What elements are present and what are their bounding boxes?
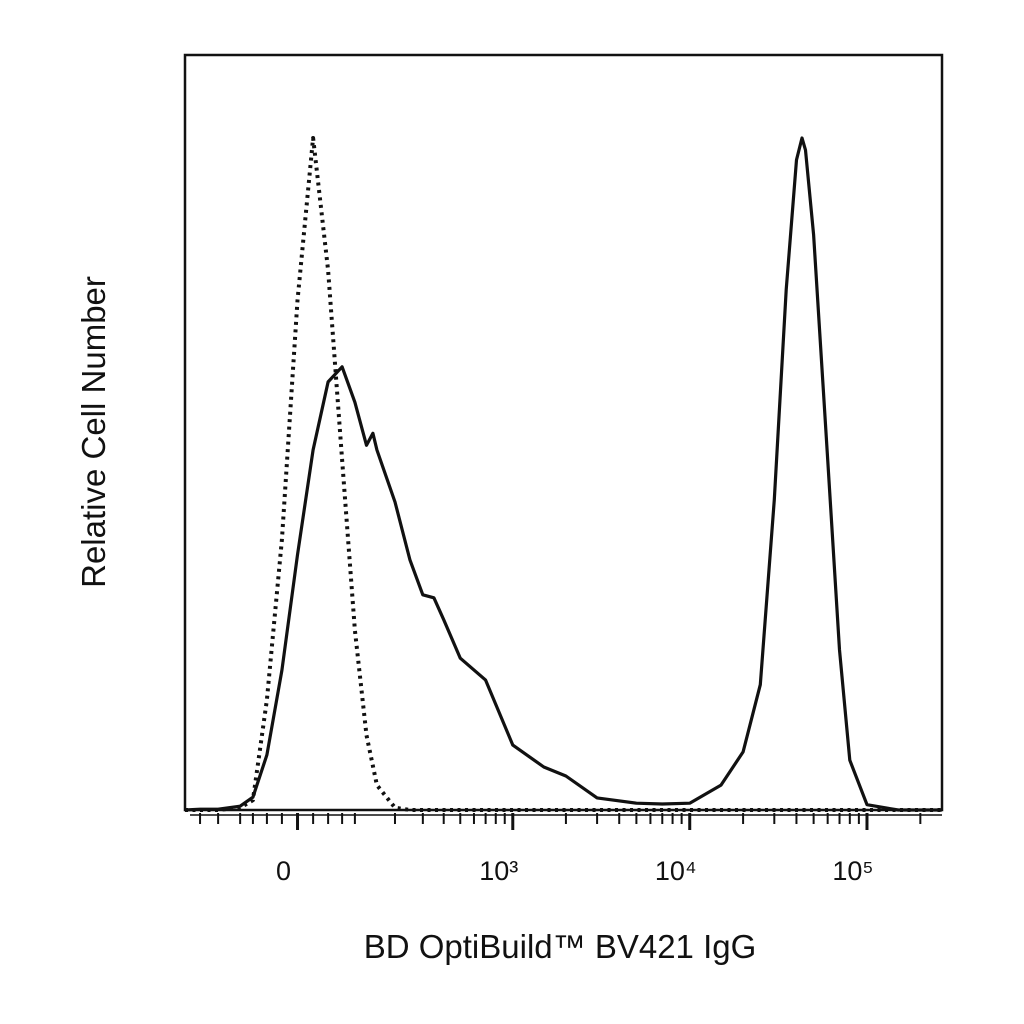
y-axis-label: Relative Cell Number xyxy=(75,276,112,588)
x-tick-label: 10⁴ xyxy=(655,856,697,886)
histogram-line xyxy=(185,136,942,812)
plot-frame xyxy=(183,53,944,812)
x-axis-label: BD OptiBuild™ BV421 IgG xyxy=(364,928,757,965)
x-tick-label: 0 xyxy=(276,856,291,886)
x-tick-label: 10³ xyxy=(479,856,518,886)
x-tick-label: 10⁵ xyxy=(832,856,873,886)
histogram-line xyxy=(184,136,942,812)
